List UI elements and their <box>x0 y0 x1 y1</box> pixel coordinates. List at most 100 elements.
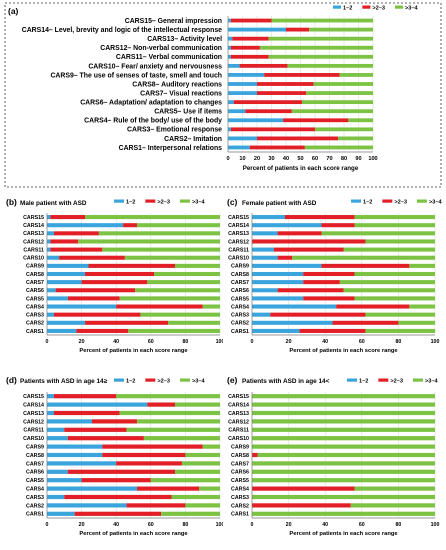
bar-segment <box>283 118 349 123</box>
bar-segment <box>339 73 373 77</box>
x-tick-label: 60 <box>148 339 154 345</box>
x-tick-label: 70 <box>326 156 332 162</box>
category-label: CARS13– Activity level <box>147 36 222 43</box>
bar-segment <box>277 255 293 260</box>
category-label: CARS14 <box>228 223 249 229</box>
category-label: CARS5 <box>26 478 44 484</box>
x-tick-label: 60 <box>359 339 365 345</box>
bar-segment <box>47 247 51 252</box>
bar-segment <box>81 280 148 285</box>
bar-segment <box>321 231 435 236</box>
bar-segment <box>252 328 300 333</box>
bar-segment <box>102 247 220 252</box>
bar-segment <box>136 223 220 228</box>
bar-segment <box>284 215 355 220</box>
bar-segment <box>332 320 399 325</box>
bar-segment <box>230 127 315 132</box>
bar-segment <box>47 402 148 407</box>
bar-segment <box>350 503 435 508</box>
bar-segment <box>47 444 103 449</box>
category-label: CARS9 <box>26 264 44 270</box>
category-label: CARS6– Adaptation/ adaptation to changes <box>80 100 222 107</box>
bar-segment <box>47 328 77 333</box>
bar-segment <box>154 271 220 277</box>
category-label: CARS12 <box>228 419 249 425</box>
bar-segment <box>343 247 435 252</box>
bar-segment <box>171 494 220 500</box>
chart-b-svg: (b) Male patient with ASD CARS15 CARS14 CARS… <box>6 197 223 354</box>
bar-segment <box>47 223 124 228</box>
category-label: CARS6 <box>26 470 44 476</box>
bar-segment <box>228 100 234 105</box>
legend-swatch <box>114 378 124 382</box>
bar-segment <box>257 136 339 141</box>
chart-panel-a: (a) CARS15– General impression CARS14– Lev… <box>0 0 446 190</box>
category-label: CARS9 <box>26 444 44 450</box>
bar-segment <box>245 109 292 114</box>
category-label: CARS1 <box>231 512 249 518</box>
bar-segment <box>47 288 56 293</box>
legend-label: >2–3 <box>394 200 407 206</box>
category-label: CARS3– Emotional response <box>127 127 222 134</box>
bar-segment <box>228 118 284 123</box>
category-label: CARS15 <box>228 394 249 400</box>
legend-label: >3–4 <box>192 379 205 385</box>
bar-segment <box>291 109 373 114</box>
bar-segment <box>252 511 435 516</box>
bar-segment <box>47 427 65 432</box>
bar-segment <box>228 91 257 95</box>
legend-swatch <box>347 378 357 382</box>
bar-segment <box>116 461 182 466</box>
bar-segment <box>175 263 220 268</box>
bar-segment <box>354 296 435 301</box>
category-label: CARS9 <box>231 264 249 270</box>
bar-segment <box>228 36 233 41</box>
bar-segment <box>102 452 186 458</box>
panel-label: (d) <box>6 375 17 385</box>
bar-segment <box>47 503 127 508</box>
bar-segment <box>50 215 86 220</box>
chart-panel-b: (b) Male patient with ASD CARS15 CARS14 CARS… <box>0 193 223 371</box>
bar-segment <box>47 410 54 416</box>
x-tick-label: 0 <box>251 339 254 345</box>
chart-panel-c: (c) Female patient with ASD CARS15 CARS14 CA… <box>223 193 446 371</box>
category-label: CARS2 <box>231 321 249 327</box>
x-tick-label: 20 <box>254 156 260 162</box>
bar-segment <box>202 444 220 449</box>
category-label: CARS15– General impression <box>125 18 222 25</box>
bar-segment <box>228 136 257 141</box>
bar-segment <box>185 503 220 508</box>
bar-segment <box>228 27 286 32</box>
category-label: CARS5 <box>231 296 249 302</box>
x-tick-label: 100 <box>216 339 223 345</box>
category-label: CARS1– Interpersonal relations <box>119 145 223 152</box>
bar-segment <box>271 18 373 23</box>
category-label: CARS12 <box>23 239 44 245</box>
category-label: CARS4 <box>231 486 249 492</box>
bar-segment <box>228 63 240 68</box>
legend-swatch <box>378 378 389 382</box>
bar-segment <box>119 410 220 416</box>
category-label: CARS8 <box>231 453 249 459</box>
category-label: CARS4– Rule of the body/ use of the body <box>84 118 222 125</box>
bar-segment <box>119 296 220 301</box>
bar-segment <box>249 145 305 150</box>
x-tick-label: 20 <box>286 339 292 345</box>
category-label: CARS8– Auditory reactions <box>132 81 222 88</box>
legend-swatch <box>145 199 156 203</box>
category-label: CARS3 <box>26 495 44 501</box>
bar-segment <box>74 511 162 516</box>
legend-swatch <box>394 5 403 9</box>
bar-segment <box>135 288 220 293</box>
bar-segment <box>47 436 68 441</box>
legend-label: >2–3 <box>157 379 170 385</box>
bar-segment <box>230 18 272 23</box>
chart-panel-e: (e) Patients with ASD in age 14< CARS15 CAR… <box>223 372 446 550</box>
x-axis-label: Percent of patients in each score range <box>289 348 398 354</box>
bar-segment <box>64 427 127 432</box>
bar-segment <box>252 436 435 441</box>
category-label: CARS10 <box>23 436 44 442</box>
category-label: CARS10– Fear/ anxiety and nervousness <box>88 63 222 70</box>
bar-segment <box>199 486 220 491</box>
bar-segment <box>147 280 220 285</box>
